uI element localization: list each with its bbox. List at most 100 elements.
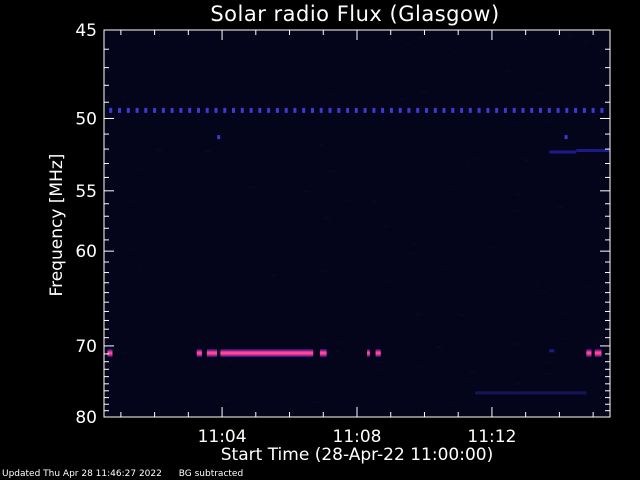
noise-speck bbox=[384, 225, 389, 228]
noise-speck bbox=[512, 209, 519, 212]
noise-speck bbox=[111, 245, 117, 248]
burst-core bbox=[196, 352, 202, 355]
noise-speck bbox=[602, 114, 605, 117]
y-tick-label: 70 bbox=[75, 337, 97, 357]
noise-speck bbox=[558, 51, 563, 54]
dotted-line-dot bbox=[109, 107, 113, 113]
noise-speck bbox=[474, 218, 478, 221]
dotted-line-dot bbox=[346, 107, 350, 113]
burst-core bbox=[375, 352, 381, 355]
noise-speck bbox=[540, 134, 546, 137]
noise-speck bbox=[108, 113, 114, 116]
noise-speck bbox=[138, 264, 142, 267]
noise-speck bbox=[237, 115, 243, 118]
noise-speck bbox=[223, 399, 230, 402]
noise-speck bbox=[137, 168, 143, 170]
noise-speck bbox=[515, 193, 523, 196]
noise-speck bbox=[455, 312, 458, 315]
noise-speck bbox=[542, 49, 548, 52]
noise-speck bbox=[362, 177, 367, 180]
noise-speck bbox=[535, 281, 540, 284]
noise-speck bbox=[374, 345, 379, 348]
noise-speck bbox=[536, 343, 543, 346]
x-tick-label: 11:12 bbox=[467, 427, 516, 447]
y-tick-label: 50 bbox=[75, 109, 97, 129]
noise-speck bbox=[127, 248, 135, 251]
noise-speck bbox=[458, 314, 465, 317]
noise-speck bbox=[489, 400, 495, 403]
noise-speck bbox=[384, 225, 388, 228]
noise-speck bbox=[454, 139, 459, 142]
noise-speck bbox=[144, 68, 151, 71]
burst-core bbox=[319, 352, 327, 355]
noise-speck bbox=[573, 296, 578, 299]
noise-speck bbox=[422, 385, 430, 387]
weak-band bbox=[549, 349, 555, 353]
noise-speck bbox=[249, 284, 255, 287]
x-tick-label: 11:08 bbox=[333, 427, 382, 447]
noise-speck bbox=[320, 274, 326, 277]
noise-speck bbox=[333, 145, 341, 148]
noise-speck bbox=[471, 159, 476, 161]
chart-title: Solar radio Flux (Glasgow) bbox=[210, 2, 500, 26]
noise-speck bbox=[288, 151, 291, 154]
noise-speck bbox=[405, 43, 411, 46]
dotted-line-dot bbox=[477, 107, 481, 113]
noise-speck bbox=[377, 361, 386, 364]
noise-speck bbox=[545, 183, 550, 186]
noise-speck bbox=[358, 77, 364, 79]
dotted-line-dot bbox=[223, 107, 227, 113]
dotted-line-dot bbox=[389, 107, 393, 113]
weak-band bbox=[576, 149, 610, 152]
noise-speck bbox=[545, 361, 554, 364]
noise-speck bbox=[306, 271, 310, 274]
noise-speck bbox=[595, 213, 601, 216]
noise-speck bbox=[327, 136, 332, 139]
dotted-line-dot bbox=[451, 107, 455, 113]
dotted-line-dot bbox=[600, 107, 604, 113]
noise-speck bbox=[298, 163, 302, 166]
noise-speck bbox=[437, 115, 440, 118]
noise-speck bbox=[399, 98, 406, 101]
dotted-line-dot bbox=[495, 107, 499, 113]
noise-speck bbox=[438, 315, 443, 318]
noise-speck bbox=[124, 287, 128, 290]
noise-speck bbox=[361, 258, 367, 261]
noise-speck bbox=[205, 289, 210, 292]
noise-speck bbox=[373, 78, 377, 81]
noise-speck bbox=[565, 340, 571, 343]
noise-speck bbox=[350, 363, 353, 366]
background-note: BG subtracted bbox=[178, 469, 244, 479]
noise-speck bbox=[580, 58, 584, 60]
noise-speck bbox=[205, 308, 209, 311]
noise-speck bbox=[419, 90, 428, 93]
noise-speck bbox=[203, 123, 208, 126]
noise-speck bbox=[573, 182, 578, 185]
noise-speck bbox=[203, 41, 209, 44]
noise-speck bbox=[174, 154, 179, 157]
noise-speck bbox=[426, 82, 432, 85]
noise-speck bbox=[196, 234, 199, 236]
noise-speck bbox=[489, 394, 493, 397]
noise-speck bbox=[560, 379, 564, 382]
noise-speck bbox=[377, 185, 382, 188]
noise-speck bbox=[466, 375, 469, 378]
noise-speck bbox=[585, 338, 591, 341]
noise-speck bbox=[310, 151, 313, 154]
noise-speck bbox=[492, 324, 500, 327]
noise-speck bbox=[467, 379, 471, 382]
noise-speck bbox=[167, 383, 174, 386]
noise-speck bbox=[283, 404, 291, 407]
noise-speck bbox=[130, 326, 137, 329]
noise-speck bbox=[118, 353, 122, 356]
noise-speck bbox=[547, 245, 554, 248]
y-tick-label: 45 bbox=[75, 21, 97, 41]
noise-speck bbox=[421, 228, 428, 231]
noise-speck bbox=[226, 124, 233, 127]
noise-speck bbox=[434, 69, 438, 72]
noise-speck bbox=[163, 218, 171, 221]
noise-speck bbox=[183, 162, 189, 165]
noise-speck bbox=[468, 235, 476, 238]
noise-speck bbox=[181, 50, 186, 53]
noise-speck bbox=[484, 148, 491, 151]
